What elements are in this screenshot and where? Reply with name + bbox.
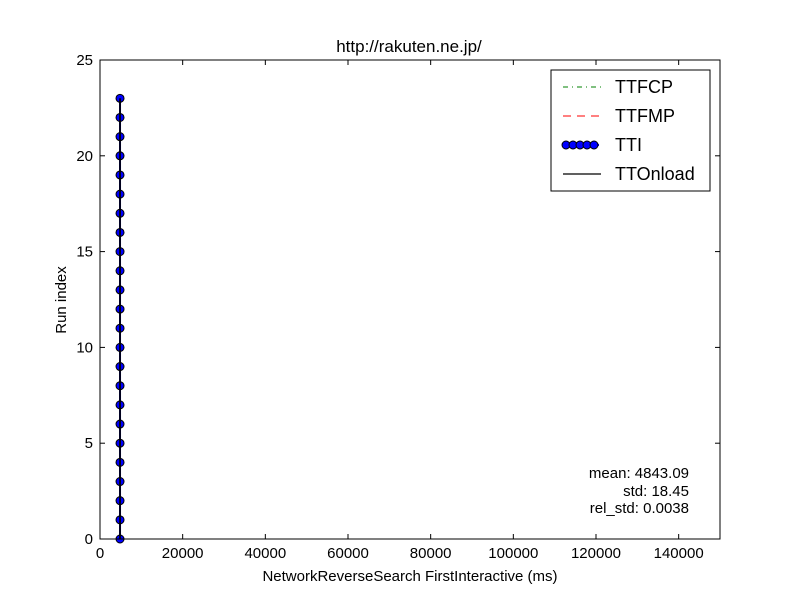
stats-annotation: mean: 4843.09 std: 18.45 rel_std: 0.0038 [589, 465, 689, 517]
x-tick-label: 20000 [162, 545, 204, 562]
x-tick-label: 60000 [327, 545, 369, 562]
plot-area [115, 93, 125, 544]
legend-label-tti: TTI [615, 135, 642, 155]
y-tick-label: 25 [76, 52, 93, 69]
stat-rel-std: rel_std: 0.0038 [590, 500, 689, 517]
x-tick-label: 120000 [571, 545, 621, 562]
y-tick-label: 10 [76, 339, 93, 356]
x-axis-label: NetworkReverseSearch FirstInteractive (m… [262, 568, 557, 585]
y-tick-label: 20 [76, 148, 93, 165]
legend: TTFCP TTFMP TTI TTOnload [550, 69, 711, 192]
stat-std: std: 18.45 [623, 483, 689, 500]
x-tick-label: 0 [96, 545, 104, 562]
legend-label-ttfmp: TTFMP [615, 106, 675, 126]
y-tick-label: 15 [76, 244, 93, 261]
y-axis: 0 5 10 15 20 25 [76, 52, 720, 548]
x-tick-label: 140000 [654, 545, 704, 562]
y-axis-label: Run index [53, 266, 70, 334]
x-axis: 0 20000 40000 60000 80000 100000 120000 140000 [96, 60, 704, 562]
x-tick-label: 80000 [410, 545, 452, 562]
legend-label-ttfcp: TTFCP [615, 77, 673, 97]
legend-box [550, 69, 711, 192]
x-tick-label: 100000 [488, 545, 538, 562]
y-tick-label: 0 [85, 531, 93, 548]
legend-swatch-tti [561, 140, 599, 150]
legend-label-ttonload: TTOnload [615, 164, 695, 184]
plot-frame [99, 59, 721, 540]
chart-title: http://rakuten.ne.jp/ [336, 37, 482, 56]
stat-mean: mean: 4843.09 [589, 465, 689, 482]
y-tick-label: 5 [85, 435, 93, 452]
x-tick-label: 40000 [244, 545, 286, 562]
